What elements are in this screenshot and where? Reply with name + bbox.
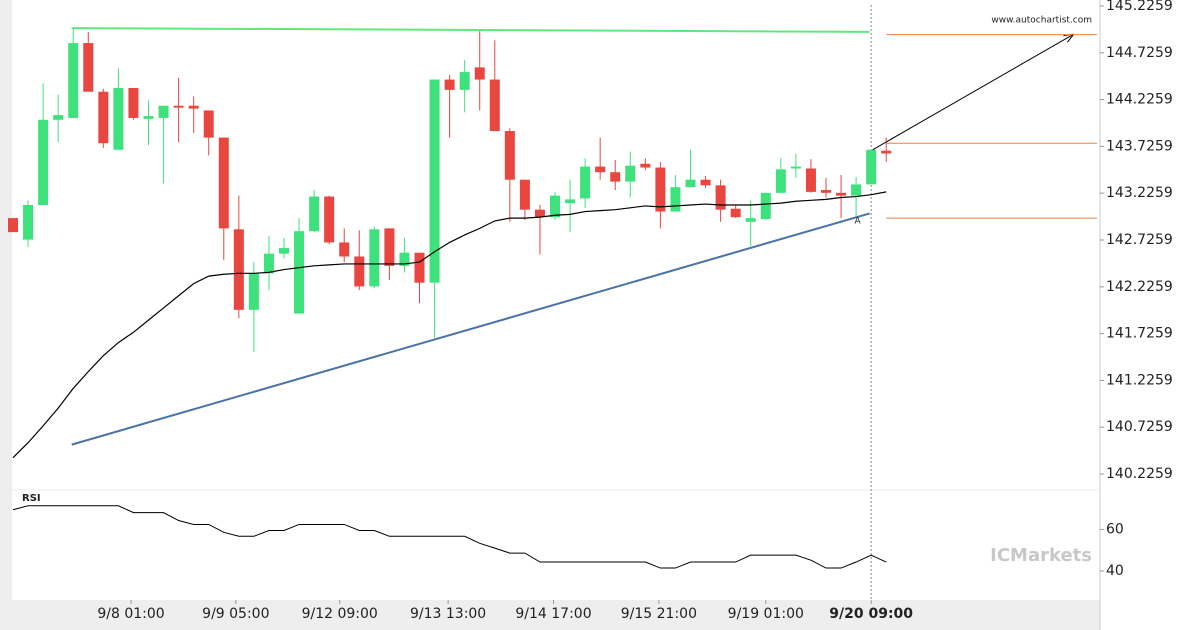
candle-body bbox=[143, 116, 154, 119]
rsi-tick-label: 40 bbox=[1106, 563, 1124, 579]
y-tick-label: 142.2259 bbox=[1106, 279, 1173, 295]
candle-body bbox=[504, 131, 515, 180]
candle-body bbox=[384, 228, 395, 266]
x-tick-label: 9/12 09:00 bbox=[302, 606, 378, 622]
candle-body bbox=[414, 252, 425, 283]
rsi-line bbox=[12, 505, 887, 569]
candle-body bbox=[489, 79, 500, 132]
candle-body bbox=[444, 79, 455, 90]
candle-body bbox=[595, 166, 606, 173]
candle-body bbox=[836, 192, 847, 196]
watermark: www.autochartist.com bbox=[991, 16, 1092, 26]
candle-body bbox=[279, 248, 289, 254]
candle-body bbox=[128, 87, 139, 118]
candle-body bbox=[866, 149, 877, 185]
candle-body bbox=[745, 218, 756, 222]
x-tick-label: 9/14 17:00 bbox=[515, 606, 591, 622]
candle-body bbox=[760, 192, 771, 220]
candle-body bbox=[53, 115, 64, 120]
candle-body bbox=[113, 87, 124, 150]
x-tick-label: 9/20 09:00 bbox=[829, 606, 913, 622]
y-tick-label: 141.2259 bbox=[1106, 372, 1173, 388]
candle-body bbox=[610, 172, 621, 182]
candle-body bbox=[580, 166, 591, 199]
y-tick-label: 144.7259 bbox=[1106, 45, 1173, 61]
candle-body bbox=[655, 167, 666, 212]
rsi-label: RSI bbox=[22, 493, 41, 504]
candle-body bbox=[805, 168, 816, 192]
pattern-line bbox=[71, 212, 870, 446]
candle-body bbox=[98, 91, 109, 144]
candle-body bbox=[790, 166, 801, 169]
candle-body bbox=[188, 105, 199, 109]
candle-body bbox=[399, 252, 410, 266]
candle-body bbox=[821, 190, 831, 193]
candle-body bbox=[534, 209, 545, 218]
candle-body bbox=[68, 43, 79, 118]
candle-body bbox=[339, 242, 350, 257]
candle-body bbox=[685, 179, 696, 188]
candle-body bbox=[565, 199, 576, 204]
candle-body bbox=[550, 195, 560, 218]
candle-body bbox=[218, 137, 229, 229]
brand: ICMarkets bbox=[990, 545, 1092, 566]
candle-body bbox=[263, 253, 274, 274]
candle-body bbox=[83, 43, 94, 92]
candle-body bbox=[730, 208, 741, 218]
candle-body bbox=[38, 119, 49, 205]
y-tick-label: 143.7259 bbox=[1106, 138, 1173, 154]
moving-average bbox=[12, 191, 887, 459]
y-tick-label: 143.2259 bbox=[1106, 185, 1173, 201]
candle-body bbox=[474, 67, 485, 80]
candle-body bbox=[670, 187, 681, 212]
candle-body bbox=[203, 110, 214, 138]
x-tick-label: 9/19 01:00 bbox=[728, 606, 804, 622]
pattern-line bbox=[872, 35, 1073, 151]
candle-body bbox=[625, 165, 636, 182]
candle-body bbox=[640, 163, 651, 168]
candle-body bbox=[715, 185, 726, 210]
candle-body bbox=[309, 196, 320, 232]
y-tick-label: 142.7259 bbox=[1106, 232, 1173, 248]
pattern-line bbox=[71, 27, 870, 33]
x-tick-label: 9/8 01:00 bbox=[97, 606, 164, 622]
candle-body bbox=[429, 79, 440, 283]
y-tick-label: 140.7259 bbox=[1106, 419, 1173, 435]
candle-body bbox=[881, 150, 892, 154]
candle-body bbox=[700, 179, 711, 186]
candle-body bbox=[369, 229, 380, 287]
candle-body bbox=[233, 229, 244, 310]
candle-body bbox=[294, 231, 305, 314]
candle-body bbox=[519, 179, 530, 210]
candle-body bbox=[851, 184, 862, 196]
candle-body bbox=[173, 105, 184, 108]
rsi-tick-label: 60 bbox=[1106, 521, 1124, 537]
candle-body bbox=[248, 273, 259, 310]
candle-body bbox=[8, 218, 18, 233]
y-tick-label: 140.2259 bbox=[1106, 466, 1173, 482]
left-margin bbox=[0, 0, 12, 630]
candle-body bbox=[459, 72, 470, 90]
candle-body bbox=[354, 256, 365, 287]
candle-body bbox=[158, 105, 169, 118]
x-tick-label: 9/9 05:00 bbox=[202, 606, 269, 622]
pattern-marker: A bbox=[855, 216, 862, 226]
candle-body bbox=[324, 196, 335, 243]
x-tick-label: 9/13 13:00 bbox=[410, 606, 486, 622]
x-axis-band bbox=[0, 600, 1100, 630]
y-tick-label: 145.2259 bbox=[1106, 0, 1173, 14]
candle-body bbox=[775, 169, 786, 193]
y-tick-label: 141.7259 bbox=[1106, 326, 1173, 342]
x-tick-label: 9/15 21:00 bbox=[621, 606, 697, 622]
candle-body bbox=[23, 204, 34, 240]
y-tick-label: 144.2259 bbox=[1106, 92, 1173, 108]
